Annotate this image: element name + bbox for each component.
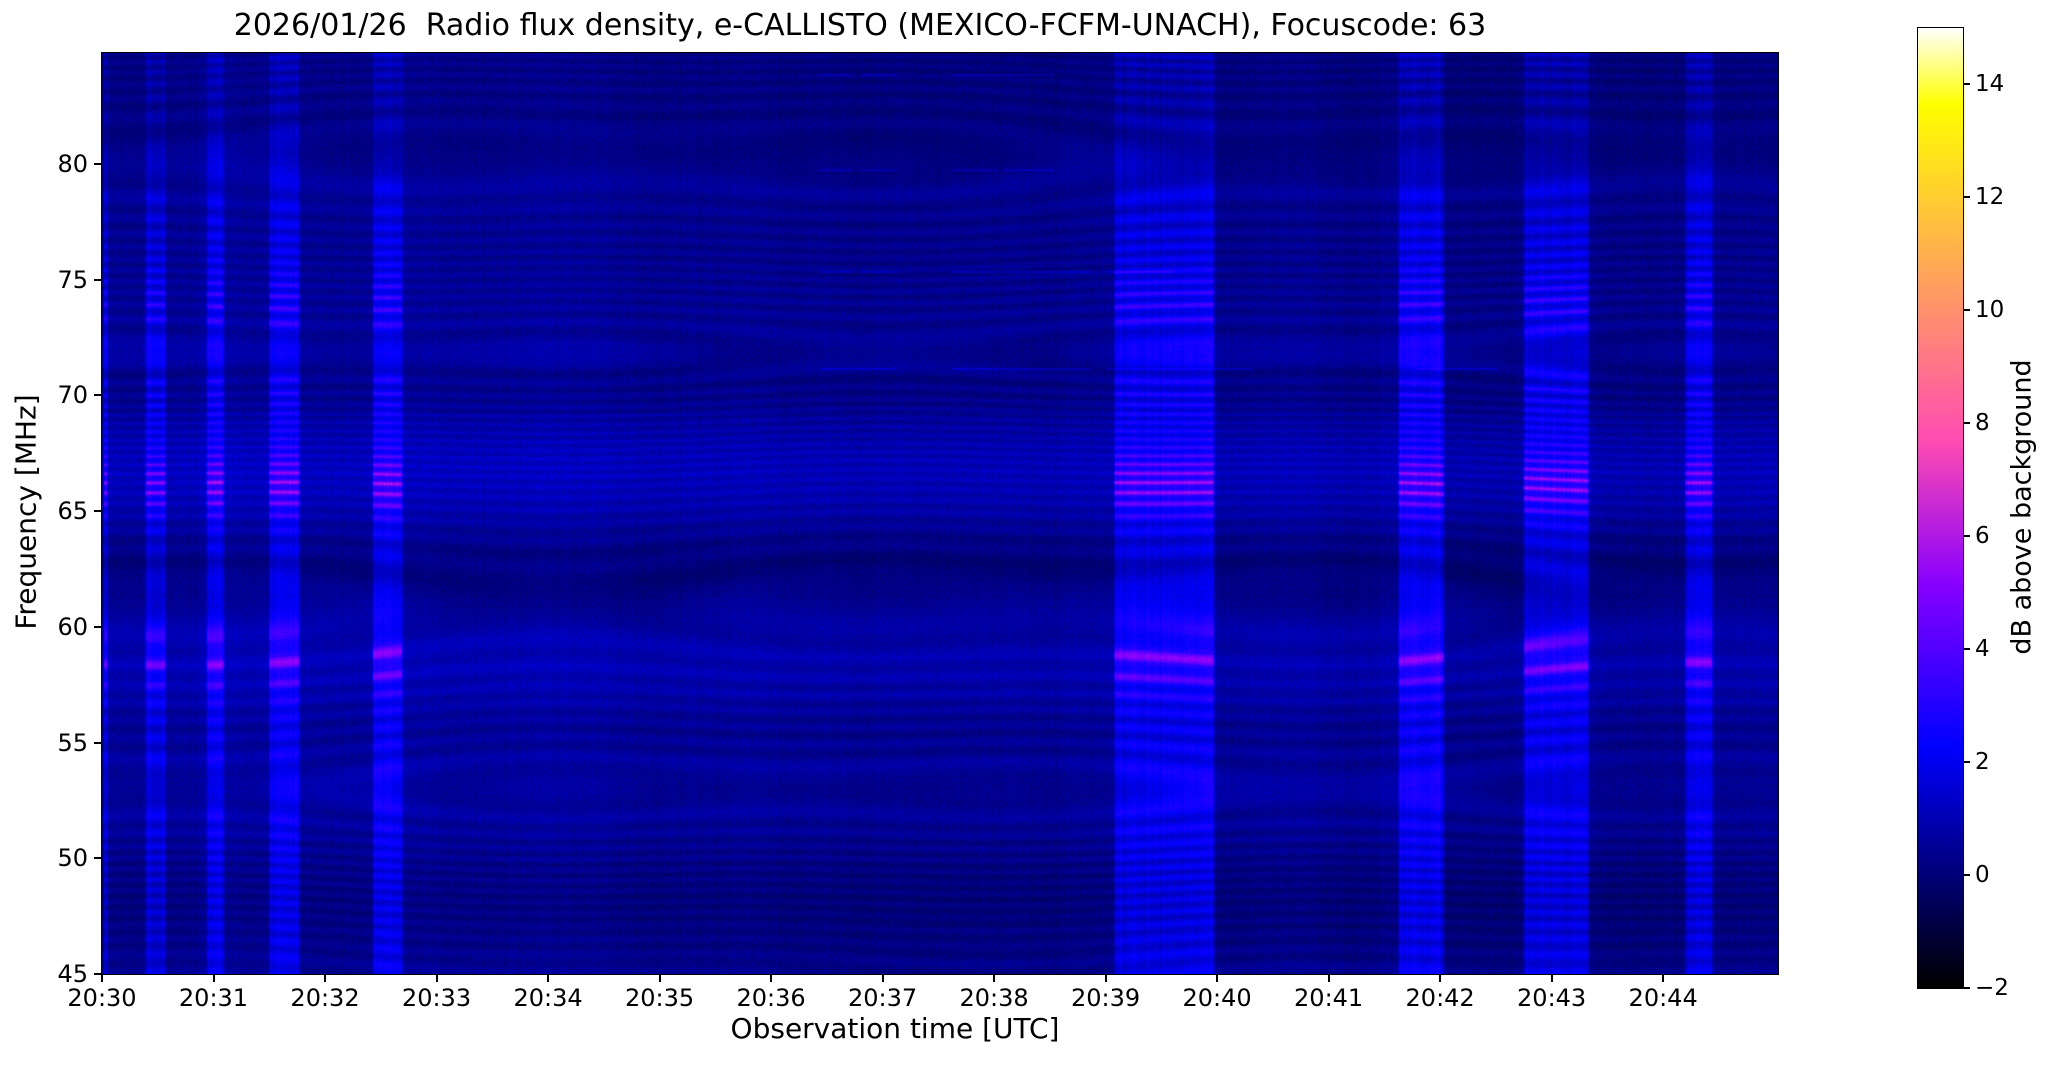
colorbar-tick-label: 6 xyxy=(1975,523,1990,550)
y-tick-mark xyxy=(94,510,101,513)
colorbar-label: dB above background xyxy=(2006,359,2038,655)
x-tick-label: 20:43 xyxy=(1517,984,1587,1012)
colorbar-tick-mark xyxy=(1964,309,1970,312)
colorbar-tick-mark xyxy=(1964,874,1970,877)
x-tick-mark xyxy=(547,975,550,982)
y-tick-mark xyxy=(94,741,101,744)
x-tick-mark xyxy=(1327,975,1330,982)
colorbar-tick-label: 8 xyxy=(1975,410,1990,437)
plot-title: 2026/01/26 Radio flux density, e-CALLIST… xyxy=(233,8,1487,43)
colorbar-tick-mark xyxy=(1964,83,1970,86)
x-tick-label: 20:36 xyxy=(736,984,806,1012)
x-tick-mark xyxy=(658,975,661,982)
x-tick-mark xyxy=(770,975,773,982)
y-tick-mark xyxy=(94,278,101,281)
colorbar-tick-mark xyxy=(1964,987,1970,989)
x-tick-label: 20:31 xyxy=(178,984,249,1012)
y-tick-label: 70 xyxy=(57,381,88,410)
colorbar-tick-label: −2 xyxy=(1975,975,2009,1001)
y-tick-label: 55 xyxy=(57,728,88,757)
x-tick-label: 20:37 xyxy=(847,984,918,1012)
x-axis-label: Observation time [UTC] xyxy=(730,1012,1060,1045)
x-tick-label: 20:30 xyxy=(67,984,137,1012)
colorbar-tick-mark xyxy=(1964,761,1970,764)
y-tick-label: 80 xyxy=(57,150,88,179)
x-tick-mark xyxy=(1216,975,1219,982)
x-tick-label: 20:44 xyxy=(1628,984,1698,1012)
x-tick-mark xyxy=(435,975,438,982)
x-tick-label: 20:34 xyxy=(513,984,583,1012)
x-tick-label: 20:42 xyxy=(1405,984,1475,1012)
colorbar-gradient xyxy=(1917,27,1964,989)
colorbar-tick-label: 2 xyxy=(1975,749,1990,776)
y-tick-label: 60 xyxy=(57,612,88,641)
x-tick-label: 20:39 xyxy=(1070,984,1141,1012)
y-tick-mark xyxy=(94,163,101,166)
x-tick-mark xyxy=(881,975,884,982)
x-tick-label: 20:35 xyxy=(624,984,695,1012)
x-tick-label: 20:38 xyxy=(959,984,1029,1012)
colorbar-tick-mark xyxy=(1964,196,1970,199)
x-tick-label: 20:33 xyxy=(401,984,472,1012)
y-tick-label: 75 xyxy=(57,265,88,294)
spectrogram-heatmap xyxy=(101,52,1779,975)
x-tick-mark xyxy=(1104,975,1107,982)
y-tick-label: 65 xyxy=(57,497,88,526)
x-tick-mark xyxy=(993,975,996,982)
colorbar-tick-mark xyxy=(1964,535,1970,538)
x-tick-label: 20:41 xyxy=(1294,984,1364,1012)
x-tick-mark xyxy=(212,975,215,982)
y-tick-mark xyxy=(94,625,101,628)
x-tick-mark xyxy=(1439,975,1442,982)
colorbar-tick-label: 12 xyxy=(1975,184,2005,211)
x-tick-mark xyxy=(324,975,327,982)
y-tick-mark xyxy=(94,857,101,860)
x-tick-label: 20:32 xyxy=(290,984,360,1012)
colorbar-tick-mark xyxy=(1964,648,1970,651)
y-tick-mark xyxy=(94,394,101,397)
y-tick-mark xyxy=(94,973,101,975)
x-tick-mark xyxy=(101,975,103,982)
colorbar-tick-mark xyxy=(1964,422,1970,425)
colorbar-tick-label: 0 xyxy=(1975,862,1990,889)
colorbar-tick-label: 14 xyxy=(1975,71,2005,98)
x-tick-mark xyxy=(1662,975,1665,982)
x-tick-label: 20:40 xyxy=(1182,984,1252,1012)
y-tick-label: 50 xyxy=(57,844,88,873)
y-tick-label: 45 xyxy=(57,960,88,988)
colorbar-tick-label: 10 xyxy=(1975,297,2005,324)
x-tick-mark xyxy=(1550,975,1553,982)
colorbar-tick-label: 4 xyxy=(1975,636,1990,663)
y-axis-label: Frequency [MHz] xyxy=(9,394,43,630)
